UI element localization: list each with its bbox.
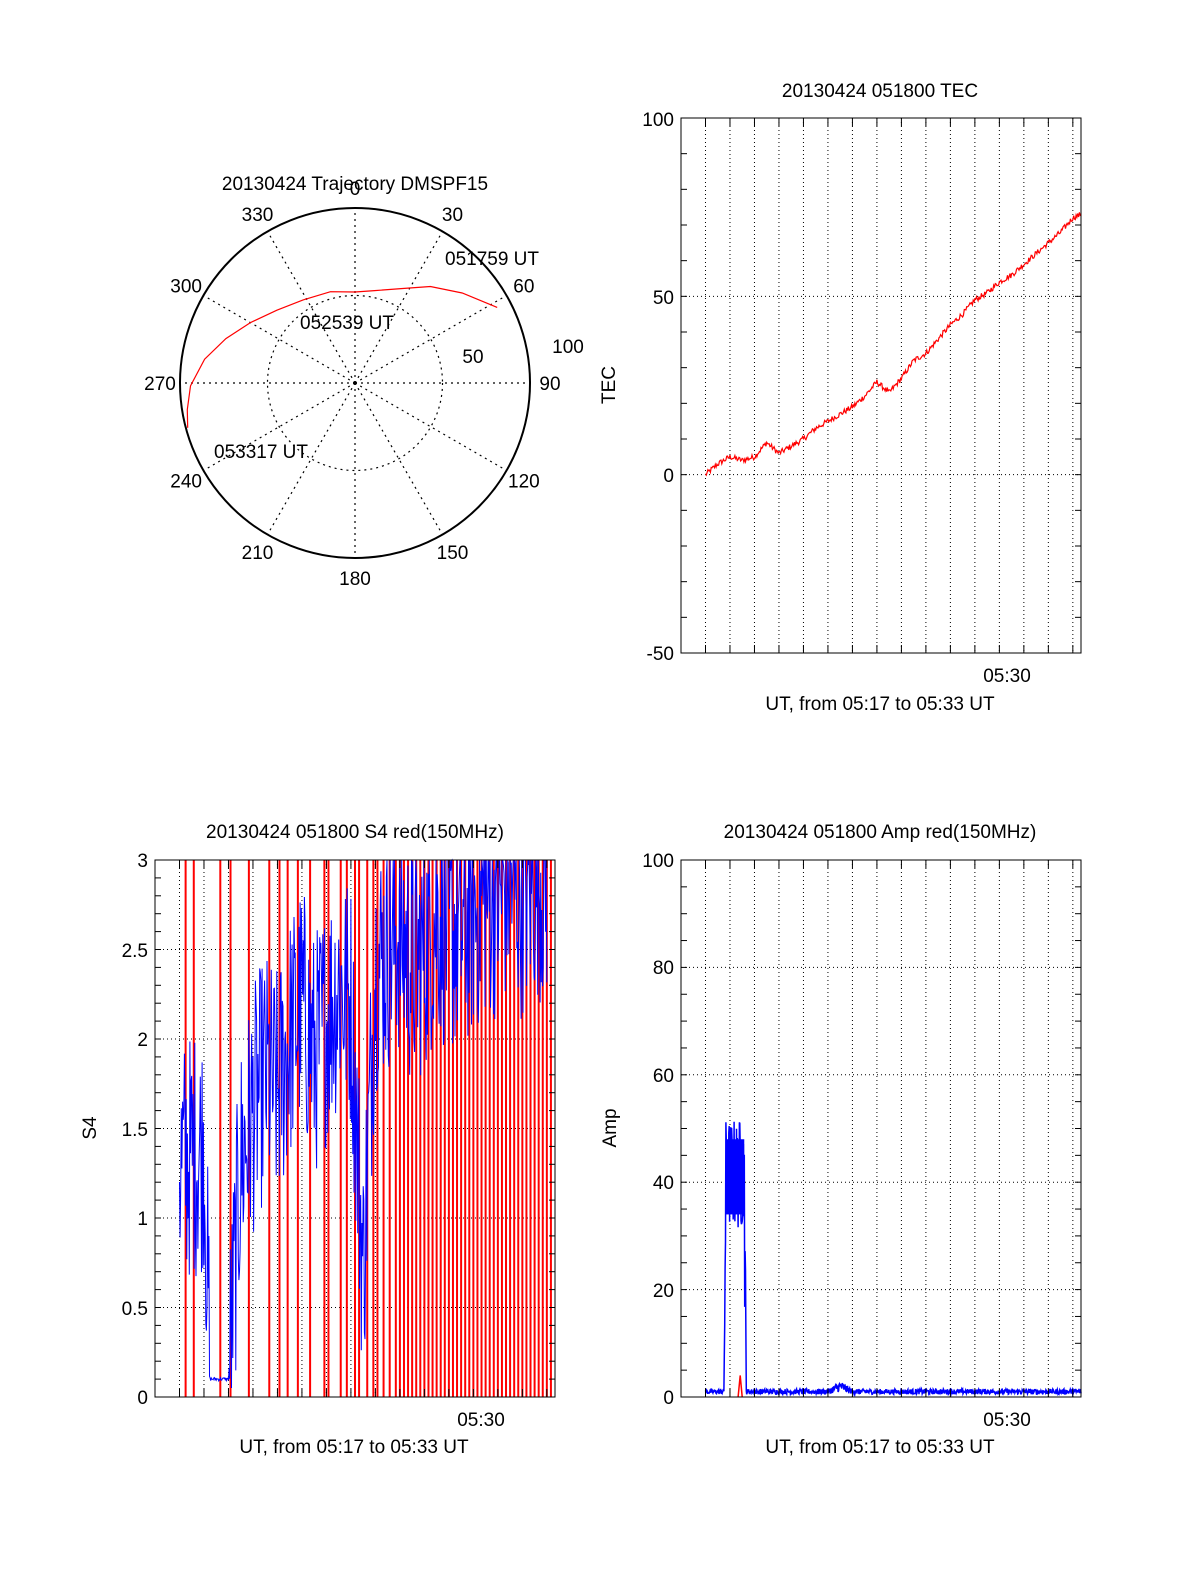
polar-spoke (266, 382, 356, 535)
polar-spoke (266, 231, 356, 384)
tec-y-axis-label: TEC (599, 366, 620, 404)
polar-angle-label: 180 (339, 569, 371, 590)
amp-plot: 20130424 051800 Amp red(150MHz) 0 20 40 … (600, 822, 1082, 1458)
amp-grid (681, 860, 1081, 1397)
tec-x-tick-label: 05:30 (983, 666, 1031, 687)
polar-spoke (354, 382, 444, 535)
s4-title: 20130424 051800 S4 red(150MHz) (206, 822, 504, 843)
polar-angle-label: 270 (144, 374, 176, 395)
polar-angle-label: 0 (350, 179, 361, 200)
polar-annotation-end: 053317 UT (214, 442, 308, 463)
polar-spoke (354, 294, 507, 384)
polar-spoke (354, 382, 507, 472)
polar-angle-label: 90 (539, 374, 560, 395)
amp-y-tick-label: 40 (653, 1173, 674, 1194)
s4-y-tick-label: 2.5 (122, 941, 148, 962)
tec-y-tick-label: 100 (642, 110, 674, 131)
s4-red-series (184, 860, 552, 1397)
amp-frame (680, 859, 1082, 1398)
polar-trajectory-plot: 20130424 Trajectory DMSPF15 0 30 60 90 120 15… (144, 174, 584, 590)
polar-angle-label: 150 (437, 543, 469, 564)
amp-title: 20130424 051800 Amp red(150MHz) (724, 822, 1037, 843)
polar-angle-label: 210 (242, 543, 274, 564)
s4-y-tick-label: 1.5 (122, 1120, 148, 1141)
polar-outer-circle (179, 207, 531, 559)
tec-plot: 20130424 051800 TEC -50 0 50 100 05:30 U… (599, 81, 1082, 715)
polar-angle-label: 330 (242, 205, 274, 226)
polar-spoke (203, 294, 356, 384)
amp-x-axis-label: UT, from 05:17 to 05:33 UT (765, 1437, 995, 1458)
s4-y-axis-label: S4 (80, 1116, 101, 1140)
s4-y-tick-label: 0.5 (122, 1299, 148, 1320)
polar-angle-label: 30 (442, 205, 463, 226)
s4-x-axis-label: UT, from 05:17 to 05:33 UT (239, 1437, 469, 1458)
polar-angle-label: 240 (170, 472, 202, 493)
tec-title: 20130424 051800 TEC (782, 81, 978, 102)
polar-radial-label-50: 50 (462, 347, 483, 368)
amp-y-tick-label: 80 (653, 958, 674, 979)
amp-blue-series-line (704, 1121, 1082, 1397)
tec-ticks (681, 117, 1081, 654)
polar-trajectory-line (186, 285, 498, 428)
polar-spoke (354, 231, 444, 384)
amp-red-series-line (737, 1375, 743, 1398)
amp-y-axis-label: Amp (600, 1108, 621, 1147)
polar-angle-label: 300 (170, 277, 202, 298)
amp-y-tick-label: 60 (653, 1066, 674, 1087)
amp-y-tick-label: 100 (642, 851, 674, 872)
amp-y-tick-label: 20 (653, 1281, 674, 1302)
s4-y-tick-label: 0 (137, 1388, 148, 1409)
s4-blue-series-line (179, 858, 548, 1389)
tec-y-tick-label: -50 (647, 644, 674, 665)
s4-y-tick-label: 1 (137, 1209, 148, 1230)
polar-angle-label: 120 (508, 472, 540, 493)
tec-x-axis-label: UT, from 05:17 to 05:33 UT (765, 694, 995, 715)
polar-grid (180, 208, 530, 558)
polar-spoke (203, 382, 356, 472)
polar-annotation-mid: 052539 UT (300, 313, 394, 334)
s4-x-tick-label: 05:30 (457, 1410, 505, 1431)
polar-angle-label: 60 (513, 277, 534, 298)
polar-title: 20130424 Trajectory DMSPF15 (222, 174, 488, 195)
tec-y-tick-label: 50 (653, 288, 674, 309)
polar-radial-label-100: 100 (552, 337, 584, 358)
amp-ticks (681, 859, 1081, 1398)
polar-ring-50 (266, 294, 444, 472)
amp-x-tick-label: 05:30 (983, 1410, 1031, 1431)
polar-angle-labels: 0 30 60 90 120 150 180 210 240 270 300 330 (144, 179, 560, 590)
tec-series-line (704, 212, 1082, 477)
tec-grid (681, 118, 1081, 653)
s4-y-tick-label: 3 (137, 851, 148, 872)
polar-annotation-start: 051759 UT (445, 249, 539, 270)
amp-y-tick-label: 0 (663, 1388, 674, 1409)
tec-frame (680, 117, 1082, 654)
s4-y-tick-label: 2 (137, 1030, 148, 1051)
tec-y-tick-label: 0 (663, 466, 674, 487)
s4-plot: 20130424 051800 S4 red(150MHz) 0 0.5 1 1… (80, 822, 556, 1458)
s4-ticks (155, 859, 555, 1398)
